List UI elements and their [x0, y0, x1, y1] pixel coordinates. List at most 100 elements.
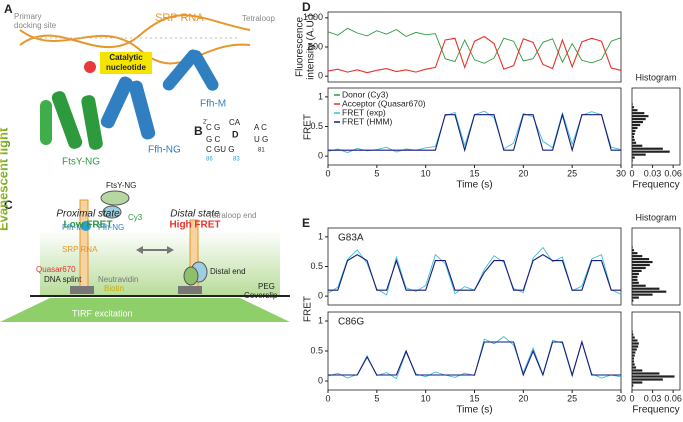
x-tick-label: 25: [567, 393, 577, 403]
histogram-bar: [632, 258, 650, 261]
histogram-bar: [632, 342, 639, 345]
y-tick-label: 500: [308, 41, 323, 51]
label: C G: [206, 123, 220, 132]
label: DNA splint: [44, 275, 82, 284]
label: Biotin: [104, 284, 124, 293]
histogram-bar: [632, 129, 636, 133]
x-tick-label: 15: [469, 168, 479, 178]
label: 83: [233, 157, 240, 163]
label: G C: [206, 135, 220, 144]
label: High FRET: [169, 220, 220, 231]
histogram-bar: [632, 138, 635, 141]
histogram-bar: [632, 290, 667, 293]
histogram-bar: [632, 351, 636, 354]
label: Neutravidin: [98, 275, 138, 284]
label: Quasar670: [36, 265, 76, 274]
histogram-bar: [632, 112, 645, 115]
histogram-bar: [632, 103, 633, 106]
histogram-bar: [632, 330, 633, 333]
x-tick-label: 20: [518, 393, 528, 403]
histogram-bar: [632, 159, 633, 162]
histogram-bar: [632, 336, 635, 339]
label: Tetraloop end: [208, 211, 256, 220]
panel-label: D: [302, 0, 311, 14]
histogram-bar: [632, 249, 635, 252]
histogram-bar: [632, 293, 653, 296]
histogram-bar: [632, 296, 639, 299]
label: Distal end: [210, 267, 246, 276]
histogram-bar: [632, 269, 642, 273]
label: Ffh-M: [200, 99, 226, 110]
histogram-bar: [632, 363, 635, 366]
chart-title: Histogram: [635, 72, 676, 82]
legend-label: FRET (HMM): [342, 116, 393, 126]
series-line: [328, 340, 621, 377]
histogram-bar: [632, 384, 634, 387]
panel-label: E: [302, 216, 310, 230]
x-axis-label: Time (s): [456, 405, 492, 416]
histogram-bar: [632, 123, 641, 127]
y-tick-label: 0.5: [310, 261, 323, 271]
label: FtsY-NG: [106, 181, 136, 190]
label: CA: [229, 118, 241, 127]
panel-label: A: [4, 2, 13, 16]
series-line: [327, 246, 622, 296]
x-tick-label: 25: [567, 168, 577, 178]
histogram-bar: [632, 339, 638, 342]
x-axis-label: Time (s): [456, 180, 492, 191]
y-axis-label: FRET: [303, 114, 314, 140]
histogram-bar: [632, 109, 638, 112]
histogram-bar: [632, 153, 646, 156]
plot-frame: [631, 311, 681, 391]
legend-label: Donor (Cy3): [342, 89, 388, 99]
plot-frame: [327, 311, 622, 391]
label: Ffh-NG: [98, 223, 124, 232]
histogram-bar: [632, 275, 638, 278]
y-tick-label: 0.5: [310, 121, 323, 131]
histogram-bar: [632, 150, 670, 153]
label: Primary: [14, 12, 42, 21]
histogram-bar: [632, 272, 639, 275]
histogram-bar: [632, 381, 643, 384]
histogram-bar: [632, 369, 643, 372]
y-tick-label: 1: [318, 231, 323, 241]
label: D: [232, 129, 239, 139]
x-tick-label: 5: [374, 168, 379, 178]
label: Proximal state: [56, 209, 120, 220]
x-tick-label: 5: [374, 393, 379, 403]
x-tick-label: 0: [629, 393, 634, 403]
annotation: G83A: [338, 233, 364, 244]
histogram-bar: [632, 135, 635, 138]
histogram-bar: [632, 156, 635, 159]
plot-frame: [631, 87, 681, 166]
label: Coverslip: [244, 291, 278, 300]
y-tick-label: 1000: [303, 12, 323, 22]
y-axis-label: intensity (A.U.): [306, 14, 317, 80]
histogram-bar: [632, 372, 660, 375]
label: SRP RNA: [155, 12, 204, 24]
plot-frame: [631, 227, 681, 306]
legend-label: Acceptor (Quasar670): [342, 98, 426, 108]
label: 2': [203, 120, 207, 126]
histogram-bar: [632, 144, 643, 147]
histogram-bar: [632, 115, 649, 118]
label: 86: [206, 157, 213, 163]
label: TIRF excitation: [72, 308, 133, 318]
label: Evanescent light: [0, 127, 10, 231]
label: PEG: [258, 282, 275, 291]
label: Low FRET: [64, 220, 113, 231]
histogram-bar: [632, 278, 638, 281]
label: 81: [258, 148, 265, 154]
y-tick-label: 1: [318, 315, 323, 325]
chart-title: Histogram: [635, 212, 676, 222]
y-tick-label: 0: [318, 290, 323, 300]
series-line: [327, 35, 622, 74]
label: C GU G: [206, 145, 234, 154]
y-tick-label: 0.5: [310, 345, 323, 355]
y-axis-label: FRET: [303, 296, 314, 322]
histogram-bar: [632, 255, 643, 258]
series-line: [327, 27, 622, 64]
histogram-bar: [632, 118, 646, 121]
histogram-bar: [632, 126, 638, 130]
